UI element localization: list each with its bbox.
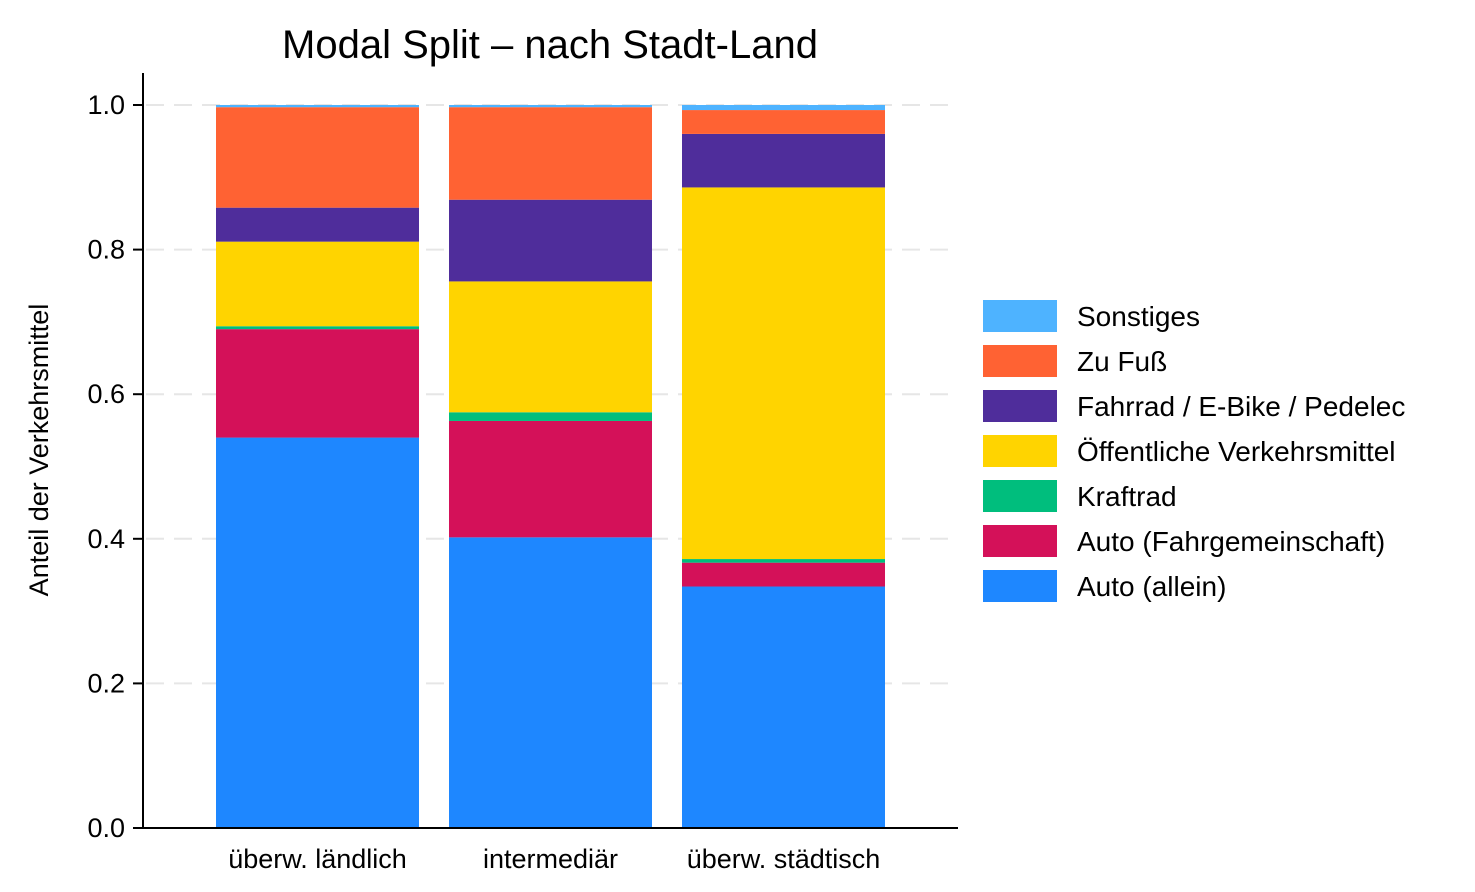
bar-segment [449,537,652,828]
legend-label: Sonstiges [1077,301,1200,332]
legend-swatch [983,345,1057,377]
bar-segment [682,105,885,111]
legend-item: Sonstiges [983,300,1200,332]
bar-stack [216,105,419,828]
bar-segment [682,559,885,563]
bar-segment [449,105,652,108]
legend-label: Fahrrad / E-Bike / Pedelec [1077,391,1405,422]
y-tick-label: 0.8 [87,235,125,265]
legend-label: Auto (Fahrgemeinschaft) [1077,526,1385,557]
legend-item: Auto (allein) [983,570,1226,602]
legend-swatch [983,570,1057,602]
y-tick-label: 0.0 [87,813,125,843]
bars [216,105,885,828]
legend-item: Kraftrad [983,480,1177,512]
bar-segment [216,241,419,327]
x-tick-label: überw. städtisch [687,844,881,874]
legend-item: Öffentliche Verkehrsmittel [983,435,1396,467]
bar-segment [449,107,652,200]
y-ticks: 0.0 0.2 0.4 0.6 0.8 1.0 [87,90,143,843]
bar-stack [682,105,885,828]
legend-swatch [983,390,1057,422]
legend-item: Auto (Fahrgemeinschaft) [983,525,1385,557]
bar-segment [449,420,652,538]
chart-title: Modal Split – nach Stadt-Land [282,23,818,67]
bar-segment [449,412,652,421]
legend-swatch [983,300,1057,332]
legend-label: Kraftrad [1077,481,1177,512]
x-ticks: überw. ländlich intermediär überw. städtis… [228,844,880,874]
bar-segment [216,207,419,242]
legend-swatch [983,435,1057,467]
bar-segment [216,107,419,208]
legend-swatch [983,525,1057,557]
y-tick-label: 0.4 [87,524,125,554]
y-tick-label: 0.2 [87,668,125,698]
bar-segment [682,133,885,188]
legend-item: Zu Fuß [983,345,1167,377]
legend: Sonstiges Zu Fuß Fahrrad / E-Bike / Pedele… [983,300,1405,602]
bar-segment [216,437,419,828]
x-tick-label: intermediär [483,844,618,874]
bar-stack [449,105,652,828]
bar-segment [682,586,885,828]
legend-label: Auto (allein) [1077,571,1226,602]
y-tick-label: 1.0 [87,90,125,120]
bar-segment [449,281,652,413]
bar-segment [682,187,885,560]
y-tick-label: 0.6 [87,379,125,409]
bar-segment [682,562,885,587]
x-tick-label: überw. ländlich [228,844,407,874]
bar-segment [216,329,419,438]
bar-segment [449,199,652,282]
legend-label: Zu Fuß [1077,346,1167,377]
y-axis-label: Anteil der Verkehrsmittel [24,304,54,597]
bar-segment [216,326,419,330]
bar-segment [216,105,419,108]
legend-swatch [983,480,1057,512]
legend-item: Fahrrad / E-Bike / Pedelec [983,390,1405,422]
legend-label: Öffentliche Verkehrsmittel [1077,436,1396,467]
bar-segment [682,110,885,134]
